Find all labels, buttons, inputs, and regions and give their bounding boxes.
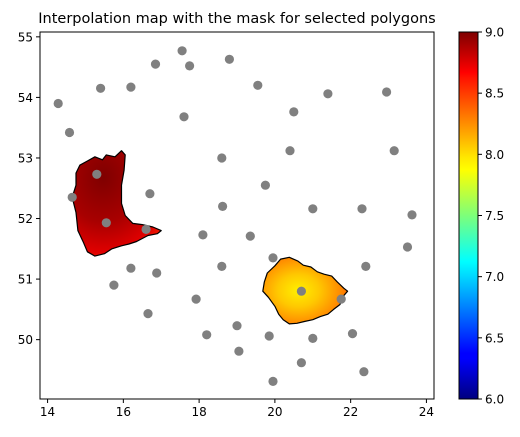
masked-regions xyxy=(71,150,349,325)
station-point xyxy=(101,218,111,228)
station-point xyxy=(308,204,318,214)
chart-title: Interpolation map with the mask for sele… xyxy=(38,11,435,27)
station-point xyxy=(357,204,367,214)
station-point xyxy=(389,146,399,156)
station-point xyxy=(402,242,413,252)
station-point xyxy=(296,358,306,368)
station-point xyxy=(202,330,212,340)
station-point xyxy=(152,268,162,278)
station-point xyxy=(64,127,75,138)
station-point xyxy=(217,261,227,271)
station-point xyxy=(218,201,228,211)
x-axis: 14 16 18 20 22 24 xyxy=(40,399,434,419)
x-tick-label: 18 xyxy=(191,405,206,419)
colorbar: 6.0 6.5 7.0 7.5 8.0 8.5 9.0 xyxy=(458,26,504,407)
station-point xyxy=(191,294,201,304)
colorbar-tick-label: 6.5 xyxy=(485,331,504,345)
station-point xyxy=(268,253,278,263)
station-point xyxy=(217,153,227,163)
station-point xyxy=(361,261,371,271)
station-point xyxy=(296,286,306,296)
colorbar-tick-label: 8.5 xyxy=(485,87,504,101)
station-point xyxy=(407,210,417,220)
masked-region xyxy=(71,150,162,257)
station-point xyxy=(141,224,151,234)
station-point xyxy=(109,280,119,290)
station-point xyxy=(126,82,136,92)
colorbar-tick-label: 6.0 xyxy=(485,393,504,407)
station-point xyxy=(336,294,346,304)
station-point xyxy=(285,146,295,156)
colorbar-ticks: 6.0 6.5 7.0 7.5 8.0 8.5 9.0 xyxy=(478,26,504,407)
station-point xyxy=(96,83,106,93)
station-point xyxy=(289,107,299,117)
colorbar-tick-label: 9.0 xyxy=(485,26,504,40)
x-tick-label: 20 xyxy=(267,405,282,419)
station-point xyxy=(198,230,208,240)
station-point xyxy=(245,231,255,241)
y-tick-label: 55 xyxy=(18,30,33,44)
colorbar-tick-label: 7.5 xyxy=(485,209,504,223)
station-point xyxy=(234,346,244,356)
station-point xyxy=(150,59,161,69)
station-point xyxy=(185,61,195,71)
station-point xyxy=(232,321,242,331)
plot-frame xyxy=(39,31,435,400)
station-point xyxy=(67,192,77,202)
station-point xyxy=(53,98,63,109)
station-point xyxy=(177,46,187,56)
y-tick-label: 51 xyxy=(18,273,33,287)
y-tick-label: 52 xyxy=(18,212,33,226)
y-tick-label: 54 xyxy=(18,91,33,105)
x-tick-label: 22 xyxy=(343,405,358,419)
colorbar-tick-label: 7.0 xyxy=(485,270,504,284)
station-point xyxy=(382,87,392,97)
station-point xyxy=(347,329,358,339)
station-point xyxy=(143,309,153,319)
x-tick-label: 14 xyxy=(40,405,55,419)
x-tick-label: 16 xyxy=(116,405,131,419)
y-tick-label: 50 xyxy=(18,333,33,347)
x-tick-label: 24 xyxy=(419,405,434,419)
y-tick-label: 53 xyxy=(18,151,33,165)
station-point xyxy=(92,169,102,179)
station-point xyxy=(323,89,333,99)
station-point xyxy=(264,331,274,341)
station-point xyxy=(260,180,270,190)
plot-area: 14 16 18 20 22 24 50 51 52 53 54 55 xyxy=(18,30,435,419)
station-point xyxy=(145,189,155,199)
station-points xyxy=(53,46,417,386)
station-point xyxy=(253,80,263,90)
station-point xyxy=(359,367,369,377)
station-point xyxy=(179,112,189,122)
station-point xyxy=(308,333,318,343)
station-point xyxy=(224,54,234,64)
y-axis: 50 51 52 53 54 55 xyxy=(18,30,40,347)
colorbar-tick-label: 8.0 xyxy=(485,148,504,162)
station-point xyxy=(268,376,278,386)
station-point xyxy=(126,263,136,273)
colorbar-gradient xyxy=(458,31,479,400)
